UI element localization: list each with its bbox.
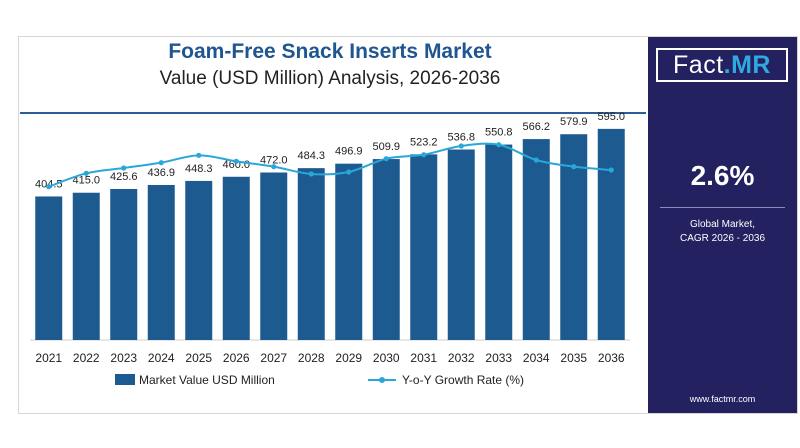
growth-point-2024 [158,160,164,166]
website-link[interactable]: www.factmr.com [689,394,756,404]
growth-point-2023 [121,165,127,171]
bar-2025 [185,180,213,340]
cagr-label-line1: Global Market, [689,219,756,230]
logo-text-mr: .MR [723,51,771,79]
bar-2024 [147,184,175,340]
bar-2028 [297,168,325,340]
bar-2026 [222,176,250,340]
data-label-2029: 496.9 [335,146,363,158]
growth-rate-line [48,142,612,188]
bar-2033 [485,144,513,340]
x-tick-label-2025: 2025 [185,351,212,365]
bar-2034 [522,139,550,340]
bar-2027 [260,172,288,340]
x-tick-label-2031: 2031 [410,351,437,365]
growth-point-2022 [83,170,89,176]
growth-point-2031 [421,152,427,158]
cagr-value: 2.6% [690,160,755,191]
bar-2030 [372,159,400,340]
growth-point-2029 [346,169,352,175]
growth-point-2032 [458,143,464,149]
growth-point-2027 [271,164,277,170]
bar-2036 [597,128,625,340]
data-label-2033: 550.8 [485,127,513,139]
x-tick-label-2036: 2036 [598,351,625,365]
bar-2023 [110,188,138,340]
cagr-label-line2: CAGR 2026 - 2036 [679,233,766,244]
x-tick-label-2032: 2032 [448,351,475,365]
legend-bar-label: Market Value USD Million [139,373,275,387]
chart-title: Foam-Free Snack Inserts Market [168,40,492,63]
data-label-2023: 425.6 [110,171,138,183]
legend-bar-swatch [115,374,135,385]
bar-2022 [72,192,100,340]
bar-2031 [410,154,438,340]
cagr-divider [660,207,785,208]
bar-2021 [35,196,63,340]
growth-point-2026 [233,158,239,164]
data-label-2034: 566.2 [522,121,550,133]
growth-point-2025 [196,152,202,158]
x-tick-label-2027: 2027 [260,351,287,365]
legend-line-marker [379,377,385,383]
x-tick-label-2033: 2033 [485,351,512,365]
data-label-2030: 509.9 [372,141,400,153]
data-label-2032: 536.8 [447,132,475,144]
data-label-2024: 436.9 [147,167,175,179]
title-divider [20,112,646,114]
legend-line-label: Y-o-Y Growth Rate (%) [402,373,524,387]
x-tick-label-2023: 2023 [110,351,137,365]
data-label-2031: 523.2 [410,136,438,148]
data-label-2028: 484.3 [297,150,325,162]
growth-point-2033 [496,142,502,148]
x-tick-label-2022: 2022 [73,351,100,365]
x-tick-label-2029: 2029 [335,351,362,365]
sidebar-panel [648,37,797,413]
x-tick-label-2021: 2021 [35,351,62,365]
cagr-label: Global Market, CAGR 2026 - 2036 [648,218,797,246]
x-tick-label-2026: 2026 [223,351,250,365]
x-tick-label-2034: 2034 [523,351,550,365]
data-label-2022: 415.0 [72,175,100,187]
x-tick-label-2028: 2028 [298,351,325,365]
brand-logo: Fact.MR [656,48,788,82]
bar-line-chart: 404.52021415.02022425.62023436.92024448.… [30,111,630,387]
chart-subtitle: Value (USD Million) Analysis, 2026-2036 [159,68,501,89]
growth-point-2030 [383,156,389,162]
growth-point-2035 [571,164,577,170]
data-label-2027: 472.0 [260,155,288,167]
growth-point-2034 [533,157,539,163]
logo-text-fact: Fact [673,51,724,79]
growth-point-2036 [608,167,614,173]
data-label-2035: 579.9 [560,116,588,128]
data-label-2036: 595.0 [597,111,625,123]
growth-point-2028 [308,171,314,177]
data-label-2025: 448.3 [185,163,213,175]
growth-point-2021 [46,184,52,190]
bar-2032 [447,149,475,340]
x-tick-label-2030: 2030 [373,351,400,365]
x-tick-label-2035: 2035 [560,351,587,365]
x-tick-label-2024: 2024 [148,351,175,365]
bar-2029 [335,163,363,340]
